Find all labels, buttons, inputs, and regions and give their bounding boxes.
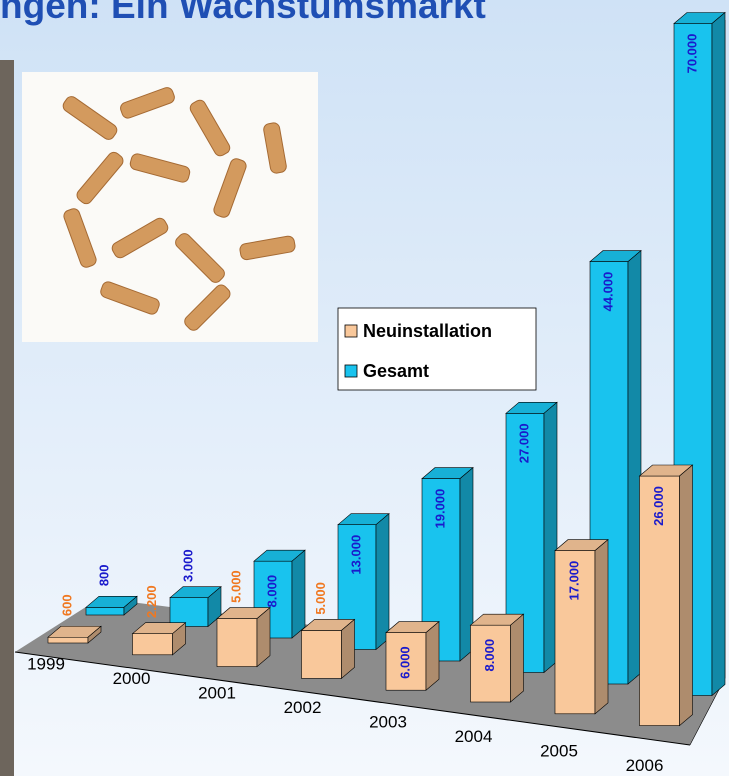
data-label: 5.000 (228, 570, 243, 603)
bar-side (711, 11, 726, 697)
legend-swatch (344, 364, 358, 378)
data-label: 70.000 (684, 34, 699, 74)
x-tick-label: 2006 (626, 756, 664, 775)
bar-front (132, 633, 173, 656)
data-label: 27.000 (516, 423, 531, 463)
bar (169, 586, 222, 628)
slide-title: ngen: Ein Wachstumsmarkt (0, 0, 486, 26)
legend-box (337, 307, 537, 391)
x-tick-label: 1999 (27, 654, 65, 673)
x-axis (14, 651, 691, 746)
bar-front (470, 624, 511, 703)
bar-front (554, 550, 596, 715)
x-tick-label: 2000 (113, 669, 151, 688)
bar-side (87, 625, 102, 644)
bar-side (341, 618, 355, 680)
bar-side (375, 513, 390, 651)
bar-front (301, 630, 342, 679)
data-label: 800 (96, 564, 111, 586)
bar (131, 622, 187, 656)
bar-front (639, 475, 680, 726)
x-tick-label: 2002 (284, 698, 322, 717)
bar (47, 625, 102, 644)
pellet-photo (22, 72, 318, 342)
bar (638, 464, 694, 727)
bar (385, 620, 440, 691)
x-tick-label: 2005 (540, 741, 578, 760)
bar-front (47, 636, 89, 644)
side-photo (0, 60, 14, 776)
chart-floor (15, 598, 725, 745)
data-label: 600 (59, 594, 74, 616)
bar (469, 613, 525, 703)
data-label: 17.000 (566, 561, 581, 601)
bar-side (425, 620, 440, 691)
data-label: 6.000 (397, 646, 412, 679)
bar-side (291, 549, 306, 639)
data-label: 19.000 (432, 489, 447, 529)
bar-side (123, 595, 138, 616)
data-label: 2.200 (144, 585, 159, 618)
bar (300, 618, 356, 680)
bar-side (627, 249, 642, 685)
bar (216, 606, 271, 668)
data-label: 5.000 (313, 582, 328, 615)
data-label: 3.000 (180, 549, 195, 582)
data-label: 13.000 (348, 535, 363, 575)
bar-side (256, 606, 271, 668)
bar-side (172, 622, 186, 656)
bar-side (679, 464, 693, 727)
bar-side (510, 613, 524, 703)
bar-front (169, 597, 209, 627)
x-tick-label: 2003 (369, 712, 407, 731)
bar (85, 595, 138, 616)
legend-label: Neuinstallation (363, 321, 492, 341)
bar-front (85, 607, 125, 616)
x-tick-label: 2001 (198, 683, 236, 702)
data-label: 8.000 (482, 639, 497, 672)
x-tick-label: 2004 (455, 727, 493, 746)
data-label: 8.000 (264, 575, 279, 608)
bar-side (594, 538, 609, 715)
bar (554, 538, 609, 715)
legend-label: Gesamt (363, 361, 429, 381)
legend-swatch (344, 324, 358, 338)
bar-front (216, 618, 258, 667)
data-label: 26.000 (651, 486, 666, 526)
bar-front (385, 632, 427, 691)
data-label: 44.000 (600, 272, 615, 312)
